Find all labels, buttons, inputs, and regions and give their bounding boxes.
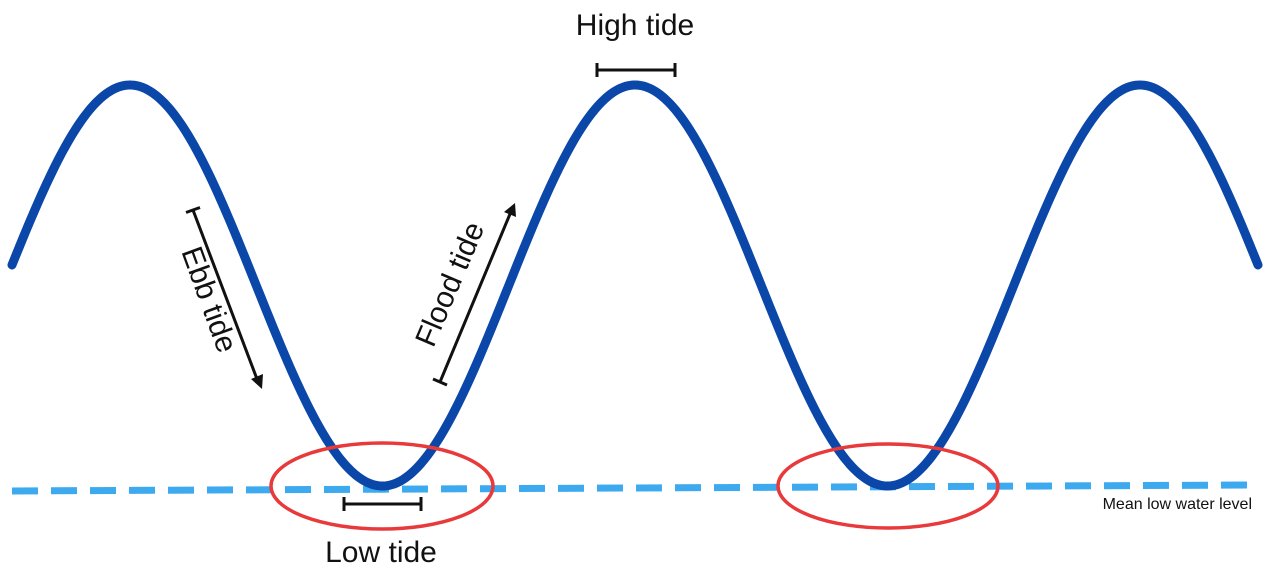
low-tide-highlight-1 xyxy=(269,441,495,531)
ebb-tide-label: Ebb tide xyxy=(175,242,244,357)
tide-curve xyxy=(7,80,1263,491)
high-tide-bracket xyxy=(595,63,677,77)
low-tide-highlight-2 xyxy=(776,442,1000,530)
high-tide-label: High tide xyxy=(576,9,694,42)
flood-tide-label: Flood tide xyxy=(409,217,491,351)
ebb-tide-arrow xyxy=(185,206,263,389)
flood-tide-arrow xyxy=(432,203,516,387)
low-tide-bracket xyxy=(342,497,423,511)
mean-low-water-label: Mean low water level xyxy=(1103,496,1252,513)
low-tide-label: Low tide xyxy=(325,536,437,569)
mean-low-water-line xyxy=(11,481,1253,495)
